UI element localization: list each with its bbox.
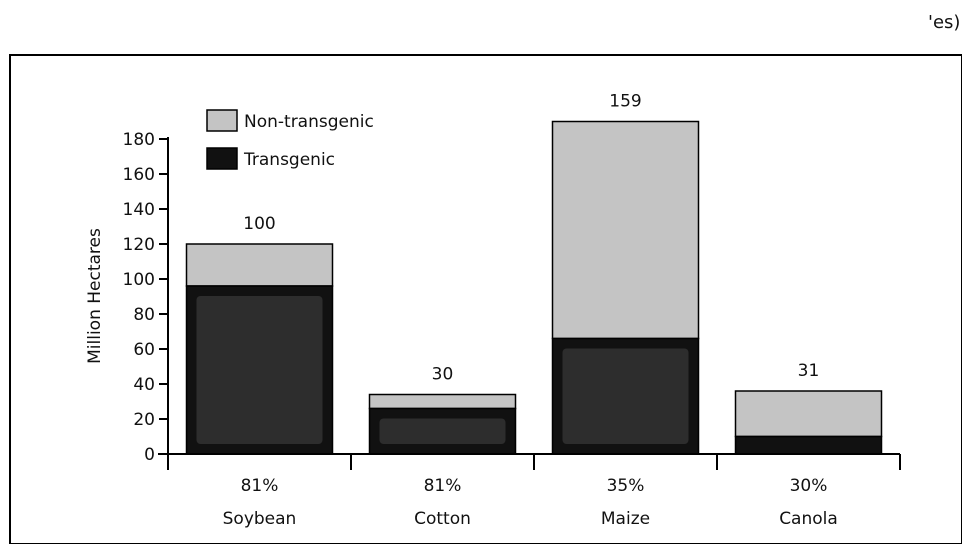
x-axis: 81% Soybean 81% Cotton 35% Maize 30% Canola xyxy=(158,453,901,529)
legend-swatch-non-transgenic xyxy=(206,109,238,132)
bar-total-label: 30 xyxy=(432,365,454,385)
x-percent-label: 30% xyxy=(790,476,828,496)
y-axis-title: Million Hectares xyxy=(85,228,105,364)
y-tick-label: 140 xyxy=(123,200,155,220)
bar-group-canola: 31 xyxy=(734,361,883,455)
y-tick-label: 20 xyxy=(133,410,155,430)
x-category-label: Maize xyxy=(601,509,650,529)
bar-non-transgenic xyxy=(368,393,517,410)
cropped-title-fragment: 'es) xyxy=(928,12,961,33)
legend: Non-transgenic Transgenic xyxy=(206,109,374,170)
x-percent-label: 35% xyxy=(607,476,645,496)
y-tick-label: 160 xyxy=(123,165,155,185)
x-category-label: Soybean xyxy=(223,509,297,529)
bar-non-transgenic xyxy=(185,243,334,287)
bar-group-cotton: 30 xyxy=(368,365,517,455)
y-tick-label: 100 xyxy=(123,270,155,290)
x-percent-label: 81% xyxy=(424,476,462,496)
bars: 100 30 159 31 xyxy=(185,92,883,455)
bar-total-label: 159 xyxy=(609,92,641,112)
bar-transgenic-shade xyxy=(196,296,323,444)
y-tick-label: 120 xyxy=(123,235,155,255)
y-tick-label: 180 xyxy=(123,130,155,150)
y-axis: 0 20 40 60 80 100 120 140 160 180 Million Hectares xyxy=(85,130,169,465)
legend-swatch-transgenic xyxy=(206,147,238,170)
y-tick-label: 40 xyxy=(133,375,155,395)
x-category-label: Canola xyxy=(779,509,838,529)
x-category-label: Cotton xyxy=(414,509,471,529)
chart-frame xyxy=(9,54,962,544)
bar-group-soybean: 100 xyxy=(185,214,334,455)
y-tick-label: 80 xyxy=(133,305,155,325)
y-tick-label: 0 xyxy=(144,445,155,465)
bar-transgenic-shade xyxy=(562,348,689,444)
bar-non-transgenic xyxy=(551,120,700,340)
legend-label: Non-transgenic xyxy=(244,112,374,132)
bar-non-transgenic xyxy=(734,390,883,438)
bar-total-label: 100 xyxy=(243,214,275,234)
bar-total-label: 31 xyxy=(798,361,820,381)
bar-group-maize: 159 xyxy=(551,92,700,455)
legend-label: Transgenic xyxy=(243,150,335,170)
x-percent-label: 81% xyxy=(241,476,279,496)
bar-transgenic xyxy=(734,435,883,455)
y-tick-label: 60 xyxy=(133,340,155,360)
bar-transgenic-shade xyxy=(379,418,506,444)
